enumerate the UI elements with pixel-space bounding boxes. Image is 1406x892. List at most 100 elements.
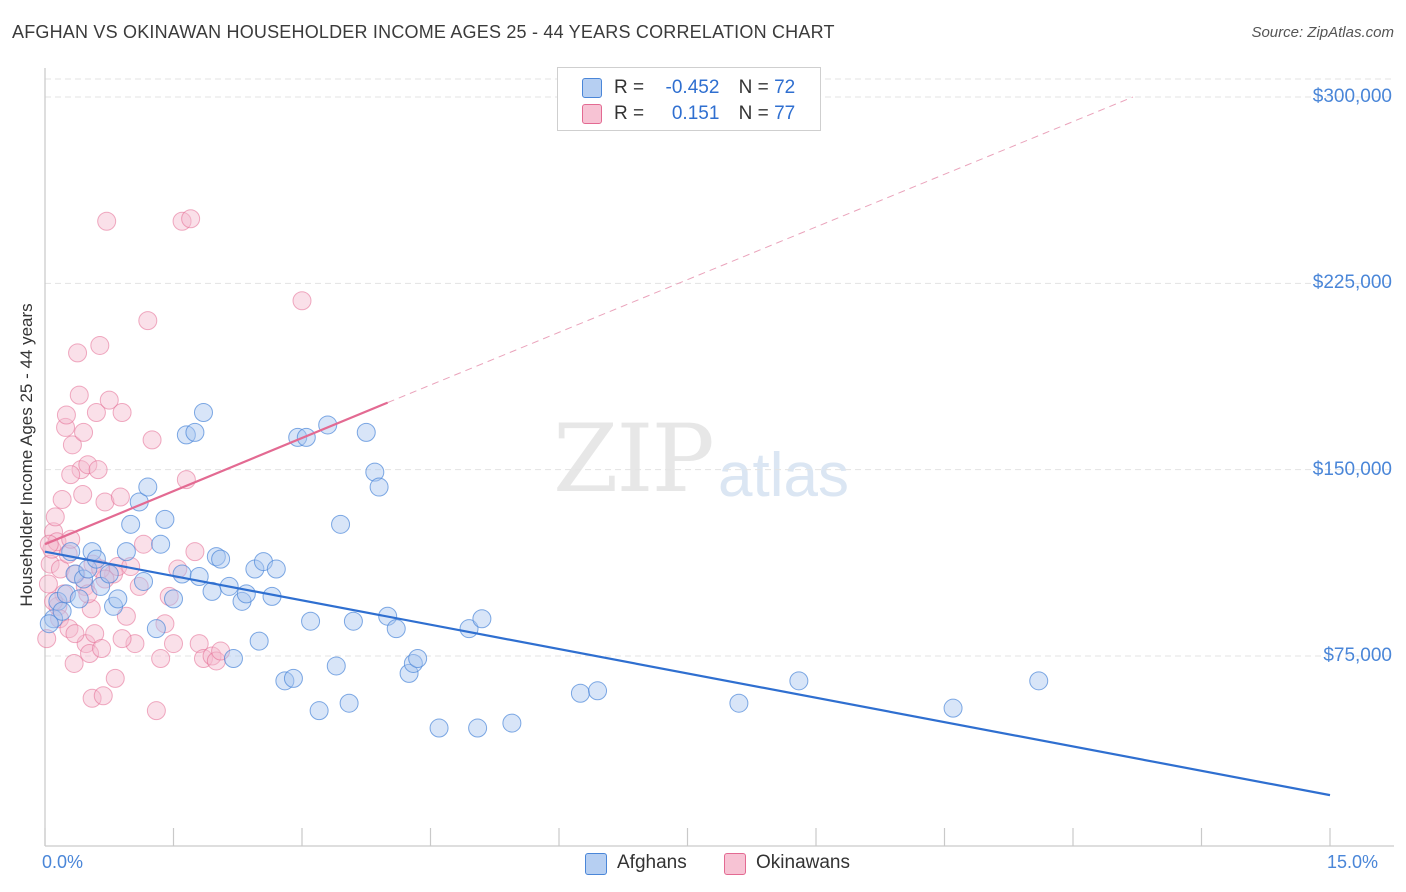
afghans-point bbox=[399, 663, 419, 683]
n-label: N = bbox=[738, 103, 769, 124]
afghans-legend-swatch bbox=[585, 853, 607, 875]
afghans-n-value: 72 bbox=[774, 77, 796, 98]
afghans-point bbox=[301, 611, 321, 631]
afghans-point bbox=[56, 584, 76, 604]
okinawans-point bbox=[112, 629, 132, 649]
watermark-atlas: atlas bbox=[718, 441, 849, 510]
okinawans-point bbox=[125, 634, 145, 654]
okinawans-point bbox=[185, 542, 205, 562]
okinawans-point bbox=[189, 634, 209, 654]
afghans-point bbox=[155, 509, 175, 529]
okinawans-point bbox=[50, 559, 70, 579]
afghans-point bbox=[588, 681, 608, 701]
okinawans-point bbox=[37, 629, 57, 649]
afghans-point bbox=[502, 713, 522, 733]
afghans-point bbox=[789, 671, 809, 691]
x-tick-label-min: 0.0% bbox=[42, 852, 84, 872]
okinawans-point bbox=[52, 489, 72, 509]
afghans-point bbox=[146, 619, 166, 639]
afghans-point bbox=[729, 693, 749, 713]
afghans-legend-label: Afghans bbox=[617, 852, 687, 873]
okinawans-point bbox=[73, 485, 93, 505]
afghans-point bbox=[121, 514, 141, 534]
afghans-point bbox=[943, 698, 963, 718]
chart-title: AFGHAN VS OKINAWAN HOUSEHOLDER INCOME AG… bbox=[12, 22, 835, 42]
okinawans-point bbox=[38, 574, 58, 594]
okinawans-point bbox=[95, 492, 115, 512]
watermark-zip: ZIP bbox=[553, 405, 715, 514]
afghans-r-value: -0.452 bbox=[665, 77, 720, 98]
afghans-point bbox=[151, 534, 171, 554]
okinawans-legend-swatch bbox=[724, 853, 746, 875]
okinawans-point bbox=[142, 430, 162, 450]
okinawans-point bbox=[80, 644, 100, 664]
okinawans-point bbox=[68, 343, 88, 363]
okinawans-point bbox=[62, 435, 82, 455]
okinawans-point bbox=[61, 465, 81, 485]
afghans-point bbox=[369, 477, 389, 497]
r-label: R = bbox=[614, 103, 645, 124]
okinawans-point bbox=[90, 335, 110, 355]
correlation-legend: R = -0.452 N = 72 R = 0.151 N = 77 bbox=[557, 67, 821, 131]
okinawans-legend-label: Okinawans bbox=[756, 852, 850, 873]
afghans-point bbox=[69, 589, 89, 609]
okinawans-point bbox=[88, 460, 108, 480]
okinawans-point bbox=[134, 534, 154, 554]
afghans-swatch bbox=[582, 78, 602, 98]
r-label: R = bbox=[614, 77, 645, 98]
okinawans-point bbox=[164, 634, 183, 654]
afghans-point bbox=[134, 571, 154, 591]
okinawans-point bbox=[99, 390, 119, 410]
afghans-point bbox=[138, 477, 158, 497]
okinawans-trend-line bbox=[44, 401, 389, 546]
y-tick-label: $225,000 bbox=[1312, 272, 1392, 294]
afghans-point bbox=[164, 589, 183, 609]
afghans-point bbox=[172, 564, 192, 584]
okinawans-point bbox=[92, 639, 112, 659]
okinawans-point bbox=[86, 403, 106, 423]
y-tick-label: $150,000 bbox=[1312, 458, 1392, 480]
okinawans-point bbox=[82, 688, 102, 708]
okinawans-n-value: 77 bbox=[774, 103, 796, 124]
okinawans-swatch bbox=[582, 104, 602, 124]
x-tick-label-max: 15.0% bbox=[1327, 852, 1379, 872]
afghans-point bbox=[365, 462, 385, 482]
okinawans-r-value: 0.151 bbox=[671, 103, 720, 124]
okinawans-point bbox=[105, 668, 125, 688]
afghans-point bbox=[472, 609, 492, 629]
okinawans-point bbox=[151, 648, 171, 668]
afghans-point bbox=[343, 611, 363, 631]
afghans-point bbox=[408, 648, 428, 668]
okinawans-point bbox=[181, 209, 201, 229]
afghans-point bbox=[39, 614, 59, 634]
afghans-point bbox=[185, 422, 205, 442]
source-note: Source: ZipAtlas.com bbox=[1251, 24, 1394, 41]
okinawans-point bbox=[116, 606, 136, 626]
afghans-point bbox=[468, 718, 488, 738]
afghans-point bbox=[386, 619, 406, 639]
afghans-point bbox=[211, 549, 231, 569]
afghans-point bbox=[326, 656, 346, 676]
okinawans-point bbox=[69, 385, 89, 405]
afghans-point bbox=[266, 559, 286, 579]
okinawans-point bbox=[110, 487, 130, 507]
afghans-point bbox=[249, 631, 269, 651]
okinawans-point bbox=[45, 507, 65, 527]
afghans-point bbox=[116, 542, 136, 562]
y-tick-label: $300,000 bbox=[1312, 86, 1392, 107]
afghans-point bbox=[356, 422, 376, 442]
okinawans-point bbox=[65, 624, 85, 644]
okinawans-point bbox=[112, 403, 132, 423]
okinawans-point bbox=[59, 619, 79, 639]
okinawans-point bbox=[97, 211, 117, 231]
afghans-point bbox=[74, 569, 94, 589]
afghans-point bbox=[1029, 671, 1049, 691]
afghans-point bbox=[570, 683, 590, 703]
okinawans-point bbox=[74, 422, 94, 442]
afghans-point bbox=[223, 648, 243, 668]
legend-afghans-text: R = -0.452 N = 72 bbox=[614, 77, 795, 99]
okinawans-point bbox=[40, 554, 60, 574]
afghans-point bbox=[309, 701, 329, 721]
legend-okinawans-text: R = 0.151 N = 77 bbox=[614, 103, 795, 125]
